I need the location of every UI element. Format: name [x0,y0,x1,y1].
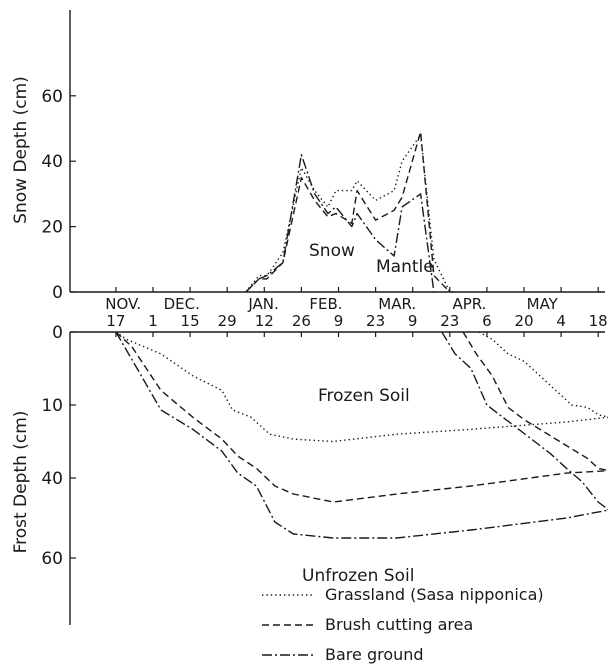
frost-series-dashed-line [115,331,608,503]
snow-series-dotted-line [245,134,456,293]
x-month-label: DEC. [164,295,200,313]
x-day-label: 9 [408,312,418,330]
frost-y-tick-label: 60 [41,549,63,569]
x-day-label: 6 [482,312,492,330]
x-day-label: 23 [366,312,385,330]
annotation-unfrozen-soil: Unfrozen Soil [302,566,414,586]
x-day-label: 1 [148,312,158,330]
snow-series-dashed-line [245,131,451,293]
frost-series-dashed-line [462,331,608,472]
x-day-label: 23 [440,312,459,330]
frost-series-dotted-line [478,331,608,418]
axes-layer [69,10,605,625]
annotation-mantle: Mantle [376,257,434,277]
x-month-label: JAN. [247,295,278,313]
frost-y-tick-label: 0 [52,323,63,343]
legend-label: Bare ground [325,645,424,664]
frost-series-dashdot-line [115,331,608,539]
x-day-label: 4 [556,312,566,330]
x-month-label: APR. [452,295,486,313]
legend-label: Brush cutting area [325,615,473,634]
x-day-label: 17 [106,312,125,330]
x-day-label: 15 [181,312,200,330]
series-layer [115,131,608,539]
legend: Grassland (Sasa nipponica) Brush cutting … [262,585,544,664]
x-day-label: 29 [218,312,237,330]
x-day-label: 20 [514,312,533,330]
frost-y-axis-title: Frost Depth (cm) [11,411,31,554]
x-day-label: 12 [255,312,274,330]
annotation-frozen-soil: Frozen Soil [318,386,410,406]
snow-series-dashdot-line [245,153,435,293]
x-month-label: MAR. [378,295,416,313]
snow-y-tick-label: 0 [52,283,63,303]
snow-y-tick-label: 40 [41,152,63,172]
x-month-label: FEB. [309,295,342,313]
frost-series-dashdot-line [441,331,608,511]
x-day-label: 26 [292,312,311,330]
frost-y-tick-label: 10 [41,396,63,416]
annotation-snow: Snow [309,241,355,261]
x-month-label: NOV. [105,295,141,313]
x-day-label: 9 [334,312,344,330]
snow-y-axis-title: Snow Depth (cm) [11,76,31,224]
x-month-label: MAY [527,295,559,313]
labels-layer: 0 20 40 60 0 10 40 60 Snow Depth (cm) Frost Depth… [11,76,608,586]
legend-label: Grassland (Sasa nipponica) [325,585,544,604]
frost-y-tick-label: 40 [41,469,63,489]
snow-y-tick-label: 20 [41,218,63,238]
frost-series-dotted-line [115,331,608,443]
snow-y-tick-label: 60 [41,87,63,107]
x-day-label: 18 [589,312,608,330]
